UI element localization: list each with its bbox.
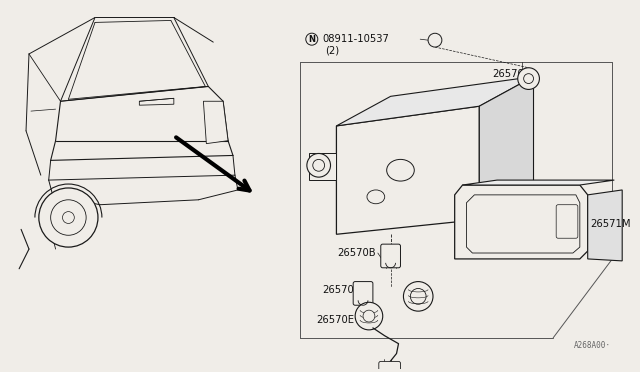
FancyBboxPatch shape	[556, 205, 578, 238]
Polygon shape	[463, 180, 614, 185]
Circle shape	[355, 302, 383, 330]
Circle shape	[307, 154, 330, 177]
Circle shape	[313, 159, 324, 171]
Circle shape	[363, 310, 375, 322]
Text: A268A00·: A268A00·	[573, 341, 611, 350]
Ellipse shape	[367, 190, 385, 204]
Ellipse shape	[387, 159, 414, 181]
FancyBboxPatch shape	[381, 244, 401, 268]
Circle shape	[518, 68, 540, 89]
Text: 26570E: 26570E	[316, 315, 354, 325]
Text: (2): (2)	[326, 46, 340, 56]
Circle shape	[410, 288, 426, 304]
Text: N: N	[308, 35, 316, 44]
Circle shape	[428, 33, 442, 47]
Text: 26571M: 26571M	[591, 219, 631, 230]
Text: 26570M: 26570M	[492, 69, 532, 78]
Polygon shape	[337, 106, 479, 234]
Text: 26570B: 26570B	[323, 285, 361, 295]
Polygon shape	[140, 98, 174, 105]
Polygon shape	[588, 190, 622, 261]
Circle shape	[403, 282, 433, 311]
Polygon shape	[479, 77, 534, 219]
FancyBboxPatch shape	[379, 362, 401, 372]
Polygon shape	[309, 154, 337, 180]
Polygon shape	[204, 101, 228, 144]
Polygon shape	[337, 77, 534, 126]
Circle shape	[524, 74, 534, 84]
Text: 26570B: 26570B	[337, 248, 376, 258]
Circle shape	[39, 188, 98, 247]
Text: 08911-10537: 08911-10537	[323, 34, 390, 44]
Circle shape	[63, 212, 74, 224]
Polygon shape	[454, 185, 588, 259]
Polygon shape	[467, 195, 580, 253]
Circle shape	[51, 200, 86, 235]
FancyBboxPatch shape	[353, 282, 373, 305]
